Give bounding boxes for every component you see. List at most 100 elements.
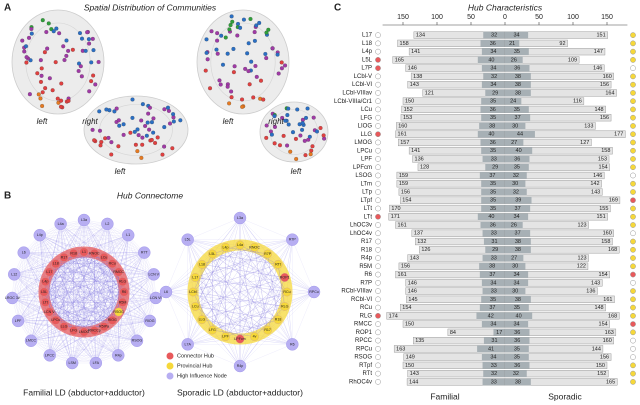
- inner-value: 40: [488, 57, 494, 63]
- total-value: 152: [597, 371, 606, 377]
- edge: [23, 252, 119, 313]
- brain-node: [121, 122, 126, 127]
- hub-label: LCN V: [44, 310, 55, 314]
- total-value: 141: [411, 148, 420, 154]
- edge: [192, 291, 285, 307]
- hub-node: [197, 260, 207, 269]
- inner-bar: [505, 97, 522, 105]
- row-label: R5M: [359, 264, 372, 270]
- brain-node: [117, 123, 122, 128]
- hub-label: R5IPa: [99, 325, 109, 329]
- brain-node: [139, 155, 144, 160]
- hub-marker: [630, 90, 636, 96]
- hub-marker: [375, 312, 381, 319]
- row-label: L17: [362, 33, 373, 39]
- edge: [239, 344, 293, 367]
- edge: [239, 244, 285, 307]
- brain-node: [97, 109, 102, 114]
- brain-node: [264, 30, 269, 35]
- hub-marker: [630, 304, 636, 311]
- hub-marker: [630, 255, 636, 261]
- brain-node: [240, 97, 245, 102]
- edge: [39, 235, 119, 356]
- influence-label: L4p: [37, 233, 43, 237]
- hub-marker: [375, 362, 381, 369]
- influence-node: [54, 217, 67, 231]
- brain-node: [85, 30, 90, 35]
- edge: [254, 247, 293, 345]
- hub-marker: [375, 114, 381, 121]
- hub-marker: [630, 222, 636, 228]
- orientation-label: right: [268, 117, 284, 126]
- hub-label: RIOG: [108, 318, 117, 322]
- inner-bar: [505, 155, 530, 163]
- inner-bar: [482, 155, 505, 163]
- group-label: Familial: [430, 391, 459, 401]
- hub-node: [197, 315, 207, 324]
- brain-node: [275, 52, 280, 57]
- brain-node: [103, 136, 108, 141]
- edge: [187, 247, 255, 345]
- edge: [12, 297, 73, 364]
- brain-node: [293, 136, 298, 141]
- influence-label: LMCC: [26, 339, 37, 343]
- hub-node: [208, 325, 217, 335]
- edge: [187, 239, 255, 337]
- inner-bar: [505, 205, 531, 212]
- inner-bar: [505, 172, 527, 179]
- inner-bar: [479, 122, 505, 130]
- hub-marker: [375, 48, 381, 55]
- inner-bar: [479, 262, 505, 270]
- edge: [17, 223, 108, 321]
- inner-bar: [477, 345, 505, 353]
- influence-node: [143, 314, 157, 328]
- row-label: L18: [362, 41, 373, 47]
- edge: [14, 223, 61, 275]
- edge: [239, 217, 293, 240]
- edge: [43, 291, 56, 321]
- total-value: 156: [600, 115, 609, 121]
- hub-node: [188, 287, 198, 297]
- edge: [45, 253, 74, 282]
- hub-label: RLG: [281, 304, 289, 308]
- hub-marker: [630, 345, 636, 352]
- edge: [187, 217, 241, 345]
- edge: [49, 271, 123, 303]
- edge: [63, 257, 95, 331]
- brain-node: [252, 38, 257, 43]
- brain-node: [257, 20, 262, 25]
- influence-label: R7T: [141, 251, 149, 255]
- total-value: 84: [450, 330, 456, 336]
- orientation-label: right: [82, 117, 98, 126]
- hub-node: [59, 322, 69, 331]
- brain-node: [89, 79, 94, 84]
- hub-label: LFG: [209, 328, 216, 332]
- edge: [55, 263, 113, 321]
- brain-node: [214, 47, 219, 52]
- hub-node: [221, 332, 230, 342]
- edge: [73, 253, 119, 273]
- edge: [144, 252, 151, 321]
- hub-marker: [375, 304, 381, 311]
- hub-marker: [630, 205, 636, 212]
- row-label: LPFcm: [353, 165, 372, 171]
- inner-value: 32: [491, 74, 497, 80]
- edge: [128, 235, 151, 321]
- inner-bar: [505, 246, 531, 254]
- brain-node: [227, 101, 232, 106]
- x-tick-label: 50: [535, 14, 543, 21]
- edge: [201, 253, 268, 320]
- total-value: 136: [586, 289, 595, 295]
- inner-value: 35: [514, 305, 520, 311]
- edge: [107, 223, 119, 356]
- edge: [225, 247, 268, 331]
- edge: [23, 252, 32, 341]
- hub-label: L1: [82, 250, 86, 254]
- hub-node: [99, 322, 109, 331]
- hub-label: RNOC: [89, 251, 100, 255]
- brain-node: [39, 66, 44, 71]
- brain-node: [38, 58, 43, 63]
- total-value: 137: [414, 231, 423, 237]
- edge: [195, 291, 315, 307]
- brain-node: [266, 27, 271, 32]
